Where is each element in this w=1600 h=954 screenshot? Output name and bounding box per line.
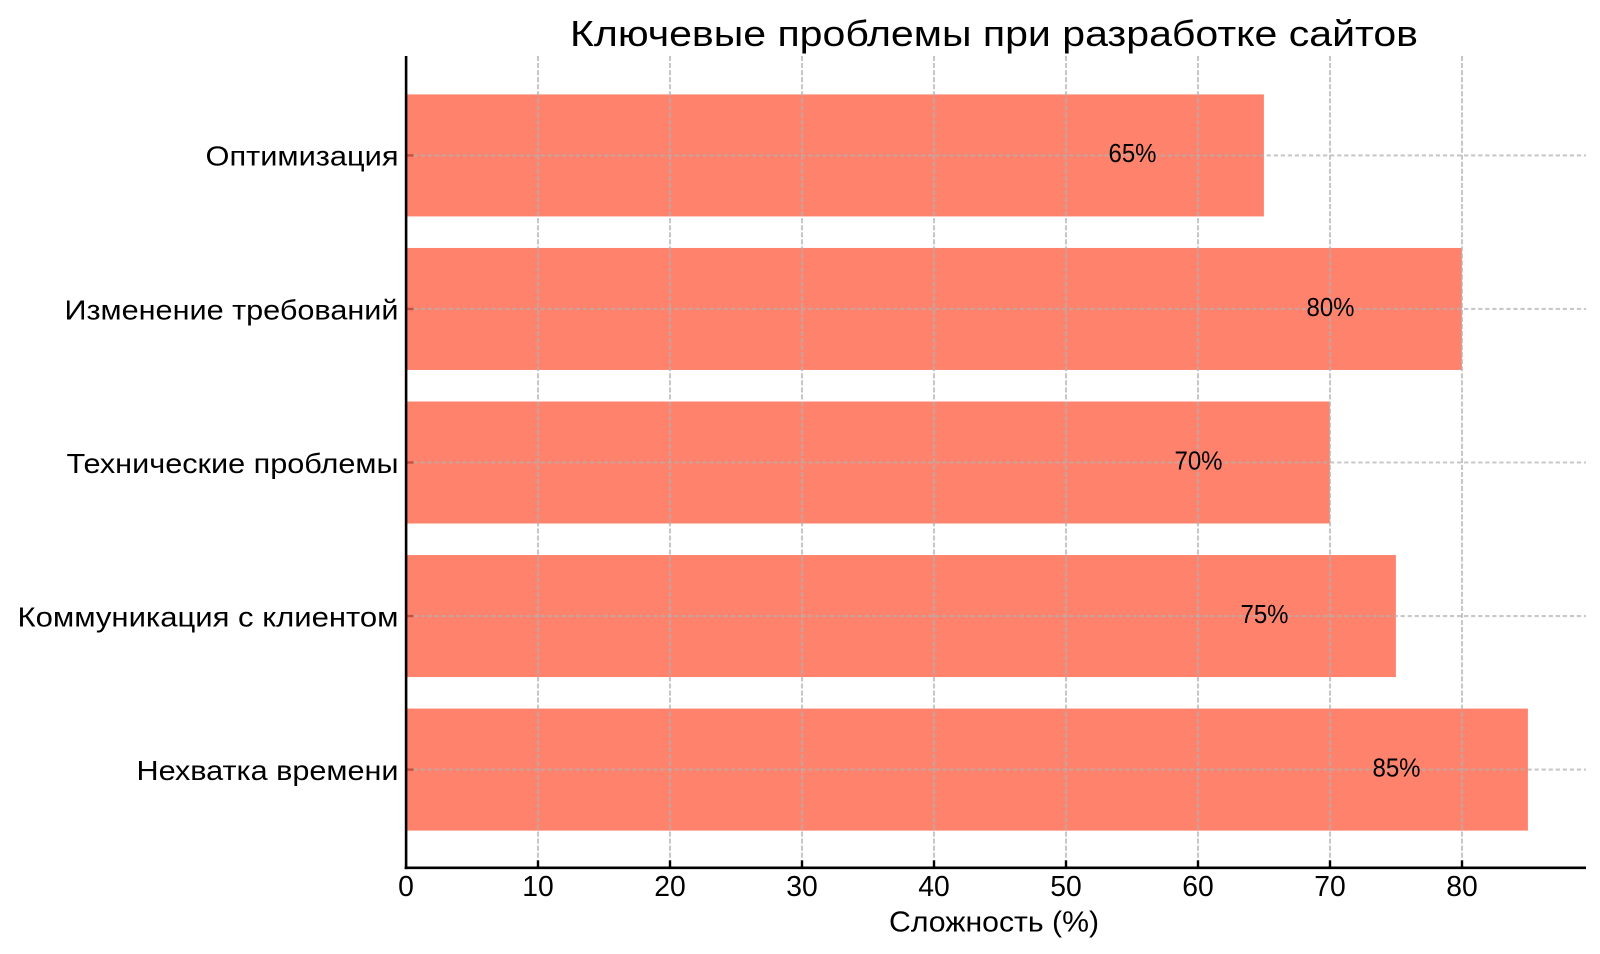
svg-text:80: 80 [1446,870,1477,902]
svg-text:Сложность (%): Сложность (%) [889,907,1099,939]
svg-text:Оптимизация: Оптимизация [206,141,399,172]
svg-text:20: 20 [654,870,685,902]
svg-text:60: 60 [1182,870,1213,902]
svg-text:Ключевые проблемы при разработ: Ключевые проблемы при разработке сайтов [570,13,1418,54]
svg-text:75%: 75% [1241,601,1289,629]
svg-text:Технические проблемы: Технические проблемы [67,448,399,479]
svg-text:Нехватка времени: Нехватка времени [137,755,399,786]
svg-text:0: 0 [398,870,414,902]
svg-text:10: 10 [522,870,553,902]
svg-text:85%: 85% [1373,755,1421,783]
svg-text:50: 50 [1050,870,1081,902]
svg-text:70%: 70% [1175,447,1223,475]
svg-text:65%: 65% [1109,140,1157,168]
svg-text:Коммуникация с клиентом: Коммуникация с клиентом [18,601,399,632]
svg-text:Изменение требований: Изменение требований [65,294,399,325]
svg-text:30: 30 [786,870,817,902]
svg-text:40: 40 [918,870,949,902]
svg-text:70: 70 [1314,870,1345,902]
svg-text:80%: 80% [1307,294,1355,322]
